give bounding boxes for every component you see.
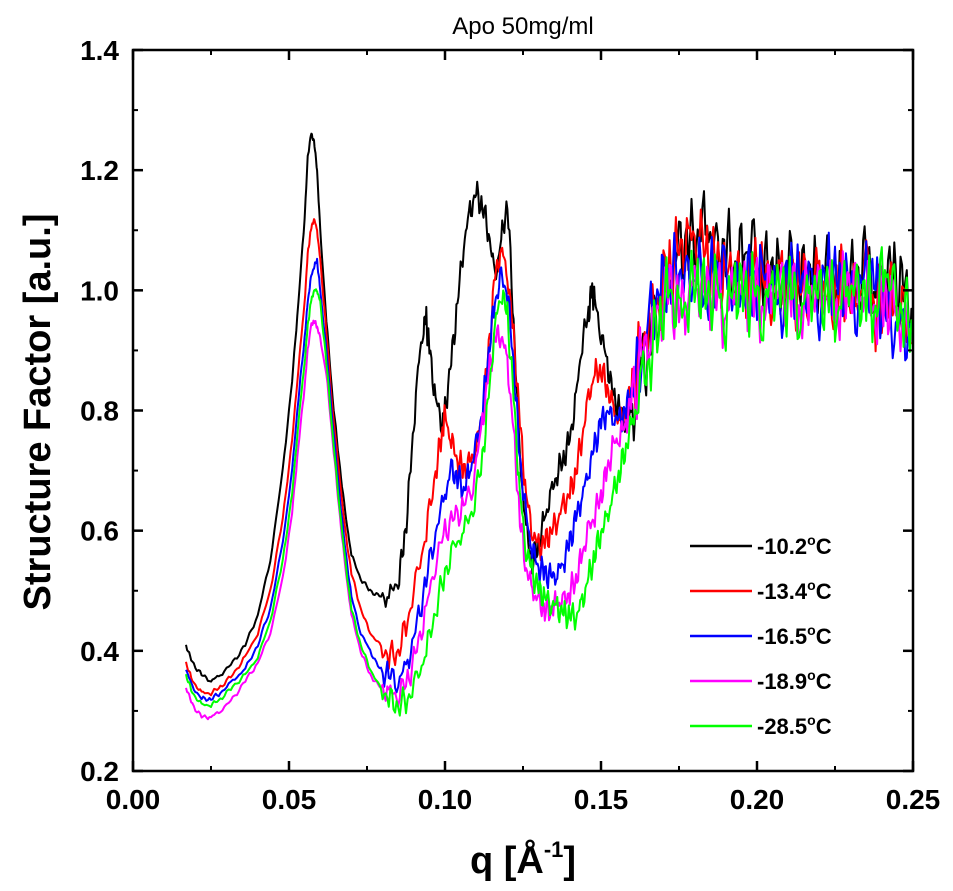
axis-ticks: 0.00 0.05 0.10 0.15 0.20 0.25 0.2 0.4 0.6 0.8 1.0 1… bbox=[80, 35, 940, 815]
x-tick-label: 0.20 bbox=[730, 784, 785, 815]
y-tick-label: 0.2 bbox=[80, 756, 119, 787]
plot-frame bbox=[131, 48, 915, 773]
y-tick-label: 1.4 bbox=[80, 35, 119, 66]
x-tick-label: 0.00 bbox=[106, 784, 161, 815]
x-tick-label: 0.25 bbox=[886, 784, 941, 815]
y-axis-label: Structure Factor [a.u.] bbox=[17, 214, 59, 611]
chart-title: Apo 50mg/ml bbox=[452, 13, 593, 40]
x-tick-label: 0.05 bbox=[262, 784, 317, 815]
y-tick-label: 0.4 bbox=[80, 636, 119, 667]
y-tick-label: 1.2 bbox=[80, 155, 119, 186]
y-tick-label: 0.6 bbox=[80, 516, 119, 547]
y-tick-label: 0.8 bbox=[80, 396, 119, 427]
x-axis-label: q [Å-1] bbox=[470, 837, 576, 882]
legend-label: -13.4oC bbox=[757, 577, 832, 604]
series-line-3 bbox=[185, 250, 914, 721]
x-tick-label: 0.10 bbox=[418, 784, 473, 815]
legend-label: -18.9oC bbox=[757, 667, 832, 694]
series-line-1 bbox=[185, 208, 914, 697]
legend-label: -10.2oC bbox=[757, 532, 832, 559]
x-tick-label: 0.15 bbox=[574, 784, 629, 815]
legend: -10.2oC -13.4oC -16.5oC -18.9oC -28.5oC bbox=[690, 532, 832, 739]
legend-label: -16.5oC bbox=[757, 622, 832, 649]
series-line-4 bbox=[185, 246, 914, 717]
y-tick-label: 1.0 bbox=[80, 275, 119, 306]
series-layer bbox=[185, 132, 914, 721]
legend-label: -28.5oC bbox=[757, 712, 832, 739]
